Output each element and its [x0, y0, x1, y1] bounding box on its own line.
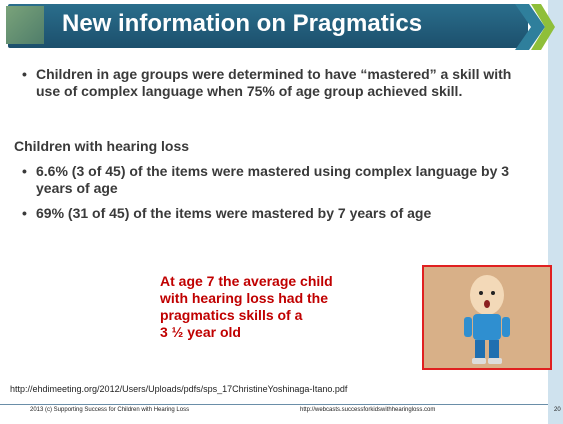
subheading: Children with hearing loss [14, 138, 189, 155]
callout: At age 7 the average child with hearing … [160, 273, 333, 341]
bullet-item: • 69% (31 of 45) of the items were maste… [14, 205, 544, 222]
callout-line: with hearing loss had the [160, 290, 333, 307]
bullet-item: • Children in age groups were determined… [14, 66, 539, 100]
callout-line: At age 7 the average child [160, 273, 333, 290]
footer-center: http://webcasts.successforkidswithhearin… [300, 407, 435, 413]
slide: New information on Pragmatics • Children… [0, 0, 563, 424]
footer-rule [0, 404, 548, 405]
child-illustration [424, 267, 550, 368]
bullet-dot: • [22, 205, 27, 222]
leg [489, 340, 499, 358]
slide-title: New information on Pragmatics [62, 10, 422, 38]
bullet-text: Children in age groups were determined t… [36, 66, 539, 100]
shoe [472, 358, 486, 364]
page-number: 20 [554, 407, 561, 413]
source-url: http://ehdimeeting.org/2012/Users/Upload… [10, 384, 347, 394]
callout-line: 3 ½ year old [160, 324, 333, 341]
bullet-dot: • [22, 66, 27, 83]
arm [502, 317, 510, 337]
leg [475, 340, 485, 358]
head [470, 275, 504, 315]
bullet-item: • 6.6% (3 of 45) of the items were maste… [14, 163, 539, 197]
chevrons [515, 4, 555, 50]
shirt [473, 314, 501, 340]
bullet-text: 6.6% (3 of 45) of the items were mastere… [36, 163, 539, 197]
bullet-dot: • [22, 163, 27, 180]
child-image [422, 265, 552, 370]
callout-line: pragmatics skills of a [160, 307, 333, 324]
logo-icon [6, 6, 44, 44]
arm [464, 317, 472, 337]
eye [491, 291, 495, 295]
footer-left: 2013 (c) Supporting Success for Children… [30, 407, 189, 413]
bullet-text: 69% (31 of 45) of the items were mastere… [36, 205, 544, 222]
eye [479, 291, 483, 295]
shoe [488, 358, 502, 364]
mouth [484, 300, 490, 308]
